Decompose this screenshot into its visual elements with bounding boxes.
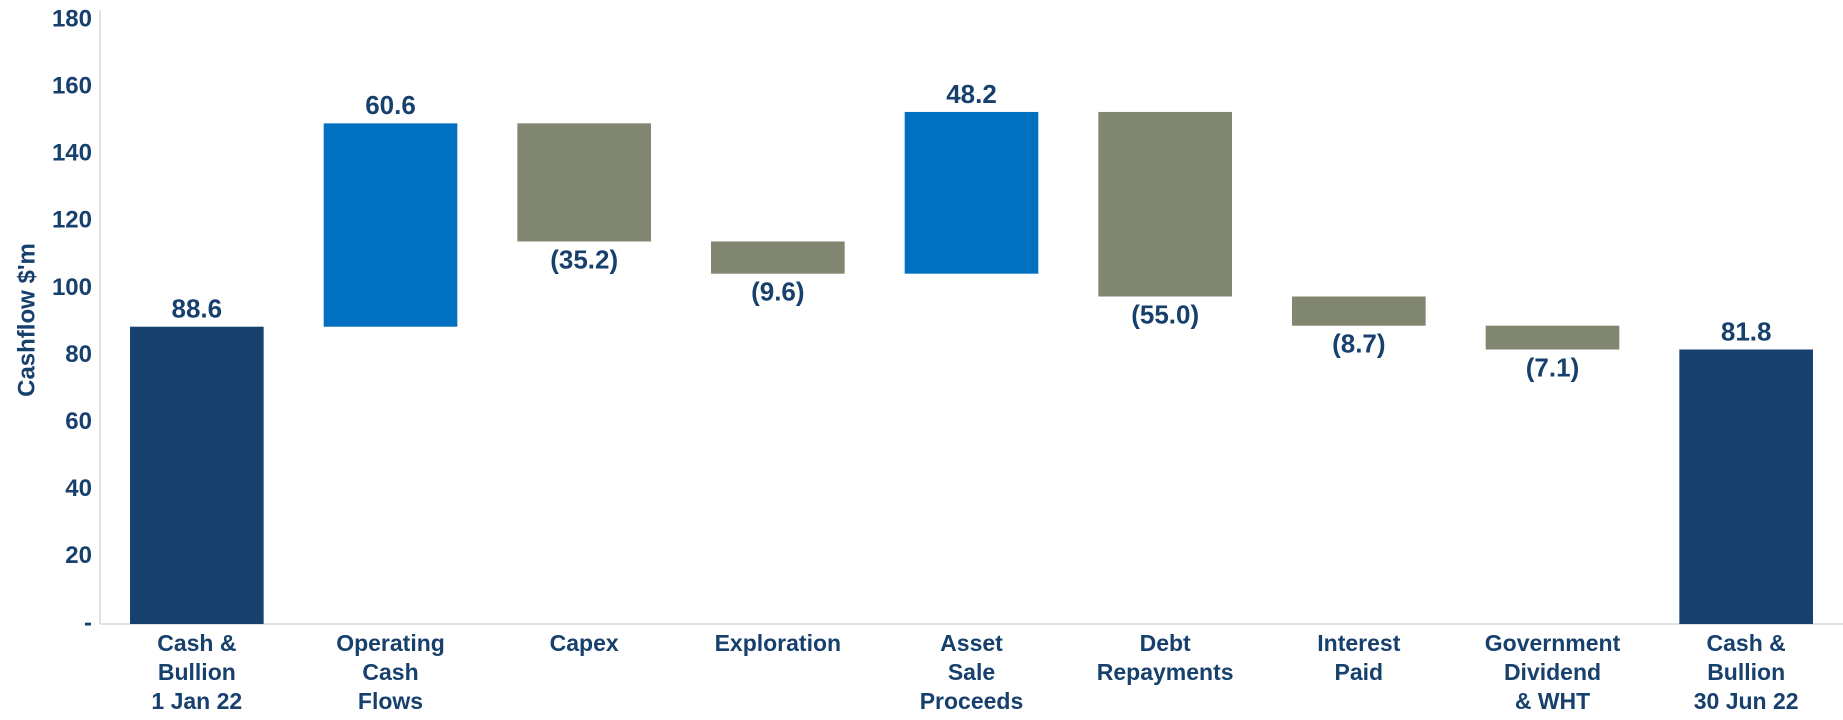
x-tick-label-line: Cash [362, 659, 418, 685]
x-tick-label-line: Bullion [158, 659, 236, 685]
x-tick-label-line: Debt [1140, 630, 1191, 656]
x-tick-label: Asset Sale Proceeds [920, 630, 1024, 714]
x-tick-label: Cash & Bullion 30 Jun 22 [1694, 630, 1799, 714]
x-tick-label-line: Interest [1317, 630, 1400, 656]
x-tick-label: Cash & Bullion 1 Jan 22 [151, 630, 242, 714]
bar [904, 111, 1039, 274]
y-tick-label: 100 [52, 274, 92, 301]
y-tick-label: 20 [65, 542, 92, 569]
x-tick-label-line: Cash & [157, 630, 236, 656]
x-tick-label: Government Dividend & WHT [1485, 630, 1621, 714]
x-tick-label-line: Flows [358, 688, 423, 714]
x-tick-label-line: Dividend [1504, 659, 1601, 685]
bar [1485, 325, 1620, 350]
bar [1292, 296, 1426, 326]
value-label: 81.8 [1721, 316, 1772, 346]
bar [711, 241, 845, 274]
x-tick-label-line: Bullion [1707, 659, 1785, 685]
x-tick-label-line: Sale [948, 659, 995, 685]
value-label: (8.7) [1332, 329, 1385, 359]
y-tick-label: 140 [52, 140, 92, 167]
x-tick-label-line: Paid [1335, 659, 1384, 685]
y-tick-label: 180 [52, 5, 92, 32]
x-tick-label-line: Asset [940, 630, 1003, 656]
bar [1098, 111, 1232, 297]
value-label: (7.1) [1526, 352, 1579, 382]
value-label: (35.2) [550, 244, 618, 274]
value-label: 48.2 [946, 79, 997, 109]
y-tick-label: 160 [52, 72, 92, 99]
x-tick-label-line: Repayments [1097, 659, 1234, 685]
x-tick-label-line: 1 Jan 22 [151, 688, 242, 714]
x-tick-label: Interest Paid [1317, 630, 1400, 685]
y-tick-label: 60 [65, 408, 92, 435]
x-tick-label-line: Proceeds [920, 688, 1024, 714]
x-tick-label-line: Cash & [1707, 630, 1786, 656]
value-label: 88.6 [172, 294, 223, 324]
value-label: (55.0) [1131, 299, 1199, 329]
y-tick-label: 40 [65, 475, 92, 502]
x-tick-label-line: 30 Jun 22 [1694, 688, 1799, 714]
x-tick-label-line: & WHT [1515, 688, 1590, 714]
y-axis-label: Cashflow $'m [13, 243, 40, 397]
x-tick-label-line: Operating [336, 630, 445, 656]
y-tick-label: - [84, 609, 92, 636]
y-tick-label: 120 [52, 207, 92, 234]
value-label: (9.6) [751, 277, 804, 307]
y-tick-label: 80 [65, 341, 92, 368]
bar [1679, 349, 1813, 624]
x-tick-label-line: Capex [550, 630, 619, 656]
x-tick-label-line: Government [1485, 630, 1621, 656]
bar [323, 123, 458, 327]
x-tick-label: Exploration [715, 630, 842, 656]
x-tick-label: Debt Repayments [1097, 630, 1234, 685]
x-tick-label: Operating Cash Flows [336, 630, 445, 714]
bar [130, 326, 264, 624]
x-tick-label-line: Exploration [715, 630, 842, 656]
x-tick-label: Capex [550, 630, 619, 656]
bar [517, 123, 651, 242]
value-label: 60.6 [365, 90, 416, 120]
